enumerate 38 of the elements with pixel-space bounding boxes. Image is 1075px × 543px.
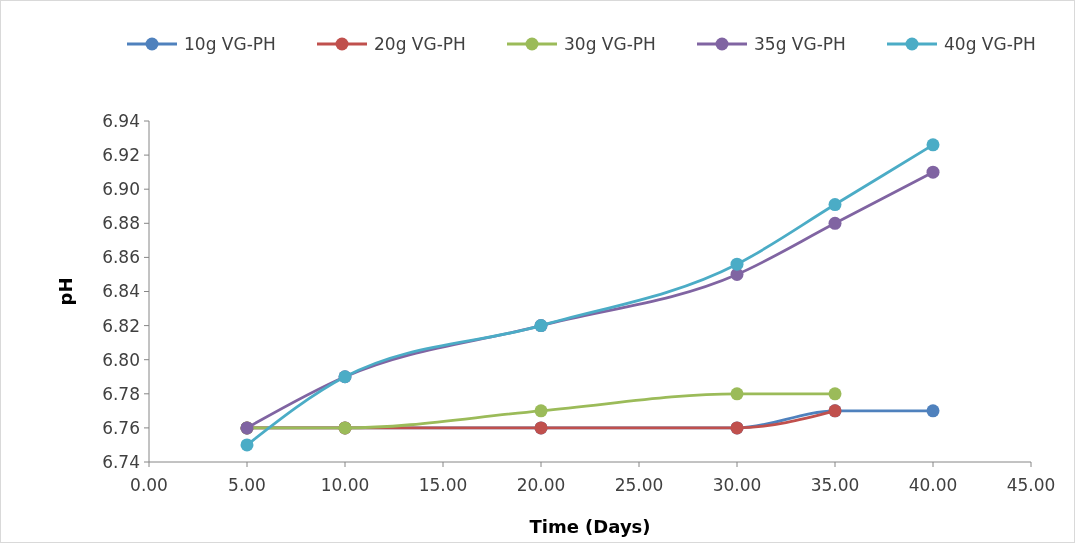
- point: [730, 387, 744, 401]
- x-tick-label: 35.00: [810, 475, 860, 495]
- point: [534, 404, 548, 418]
- y-tick-label: 6.92: [102, 145, 140, 166]
- y-tick-label: 6.74: [102, 451, 140, 472]
- legend-label: 40g VG-PH: [944, 33, 1036, 54]
- x-axis-title: Time (Days): [529, 516, 651, 537]
- legend-label: 20g VG-PH: [374, 33, 466, 54]
- x-tick-label: 40.00: [908, 475, 958, 495]
- legend-label: 30g VG-PH: [564, 33, 656, 54]
- y-tick-label: 6.80: [102, 349, 140, 370]
- point: [828, 387, 842, 401]
- x-tick-label: 15.00: [418, 475, 468, 495]
- x-tick-label: 10.00: [320, 475, 370, 495]
- point: [730, 257, 744, 271]
- point: [240, 438, 254, 452]
- point: [828, 198, 842, 212]
- x-tick-label: 25.00: [614, 475, 664, 495]
- x-tick-label: 5.00: [228, 475, 266, 495]
- point: [926, 138, 940, 152]
- y-tick-label: 6.86: [102, 247, 140, 268]
- y-axis-title: pH: [55, 277, 76, 306]
- x-tick-label: 30.00: [712, 475, 762, 495]
- point: [926, 165, 940, 179]
- y-tick-label: 6.76: [102, 417, 140, 438]
- x-tick-label: 45.00: [1006, 475, 1056, 495]
- y-tick-label: 6.88: [102, 213, 140, 234]
- y-tick-label: 6.90: [102, 179, 140, 200]
- y-tick-label: 6.84: [102, 281, 140, 302]
- y-tick-label: 6.94: [102, 110, 140, 131]
- point: [926, 404, 940, 418]
- y-tick-label: 6.78: [102, 383, 140, 404]
- legend-label: 10g VG-PH: [184, 33, 276, 54]
- x-tick-label: 20.00: [516, 475, 566, 495]
- x-tick-label: 0.00: [130, 475, 168, 495]
- legend-label: 35g VG-PH: [754, 33, 846, 54]
- point: [828, 216, 842, 230]
- y-tick-label: 6.82: [102, 315, 140, 336]
